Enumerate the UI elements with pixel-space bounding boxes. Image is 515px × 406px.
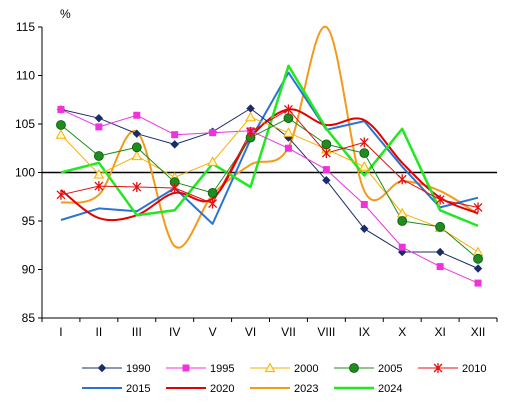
x-axis-ticks: I II III IV V VI VII VIII IX X XI XII [41,318,498,339]
point-2010 [56,189,66,200]
point-1990 [473,264,483,273]
point-2005 [397,216,408,226]
y-unit-label: % [60,7,71,21]
point-1995 [209,129,217,137]
point-1990 [360,224,369,233]
legend-marker-1995 [182,364,190,372]
point-1995 [57,105,65,113]
y-tick-label: 85 [22,311,36,325]
point-2000 [283,127,294,137]
series-markers [55,104,484,287]
point-1990 [322,176,331,185]
x-tick-label: X [398,325,406,339]
point-2000 [245,111,256,122]
x-tick-label: II [96,325,103,339]
point-1995 [95,123,103,131]
x-tick-label: VII [281,325,296,339]
point-2005 [93,151,104,161]
legend-marker-2000 [264,362,276,373]
y-axis-ticks: 85 90 95 100 105 110 115 [15,20,42,325]
point-1990 [94,113,104,123]
point-2005 [56,120,66,130]
legend-marker-1990 [97,363,107,373]
point-2005 [321,139,332,150]
point-2010 [132,182,142,193]
y-tick-label: 95 [22,214,36,228]
x-tick-label: VIII [317,325,335,339]
legend-label-1990: 1990 [126,363,150,375]
point-2010 [473,202,483,213]
y-tick-label: 115 [16,20,35,34]
point-1990 [132,129,141,138]
point-2010 [94,181,104,192]
x-tick-label: VI [245,325,256,339]
point-2005 [131,142,142,153]
point-1990 [435,247,445,257]
x-tick-label: IV [169,325,180,339]
x-tick-label: IX [359,325,370,339]
legend-label-2015: 2015 [126,383,150,395]
point-1990 [170,140,179,149]
y-tick-label: 90 [22,263,36,277]
point-1995 [436,263,444,271]
point-2005 [359,148,370,159]
point-2010 [283,104,293,115]
x-tick-label: I [59,325,62,339]
legend-label-1995: 1995 [210,363,234,375]
point-1995 [322,166,330,174]
point-2010 [397,174,407,185]
legend-marker-2005 [349,363,359,373]
point-2010 [170,183,180,194]
point-2010 [208,198,218,209]
series-line-2023 [60,25,479,249]
series-line-2005 [60,117,479,260]
point-2000 [93,168,105,179]
point-2010 [321,148,331,159]
legend-label-2000: 2000 [294,363,318,375]
point-1995 [171,131,179,139]
series-lines [60,25,479,284]
legend-label-2010: 2010 [462,363,486,375]
point-2000 [358,161,370,171]
point-2000 [207,156,218,166]
point-2005 [283,113,294,124]
x-tick-label: XII [471,325,486,339]
series-line-2010 [60,108,479,208]
point-1995 [284,144,292,152]
x-tick-label: XI [434,325,445,339]
series-line-2024 [60,64,479,228]
series-line-1995 [60,108,479,284]
point-1995 [360,201,368,209]
point-1995 [133,111,141,119]
x-tick-label: V [209,325,217,339]
legend: 1990 1995 2000 2005 2010 2015 2020 2023 2024 [82,362,486,395]
series-line-1990 [60,108,479,269]
point-2005 [435,221,446,232]
legend-label-2024: 2024 [378,383,402,395]
point-2010 [435,194,445,205]
point-2010 [246,126,256,137]
point-2000 [131,150,143,161]
point-1995 [474,279,482,287]
legend-label-2023: 2023 [294,383,318,395]
legend-label-2020: 2020 [210,383,234,395]
series-line-2000 [60,116,479,253]
point-2010 [359,137,369,148]
legend-label-2005: 2005 [378,363,402,375]
point-1995 [398,243,406,251]
x-tick-label: III [132,325,142,339]
y-tick-label: 105 [15,117,35,131]
y-tick-label: 110 [16,69,35,83]
point-2005 [473,253,483,264]
point-2005 [207,187,218,198]
y-tick-label: 100 [15,166,35,180]
point-2000 [55,129,67,139]
legend-marker-2010 [433,363,443,373]
series-line-2015 [60,71,479,225]
